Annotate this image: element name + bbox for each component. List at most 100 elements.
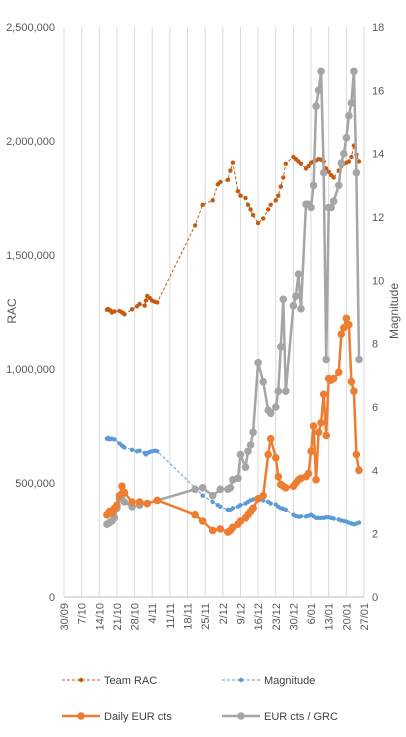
data-point-daily-eur-cts (113, 501, 121, 510)
data-point-eur-cts-grc (294, 270, 303, 278)
x-tick-label: 13/01 (324, 603, 336, 631)
data-point-magnitude (298, 514, 304, 519)
data-point-magnitude (283, 507, 288, 513)
data-point-daily-eur-cts (304, 469, 313, 478)
data-point-team-rac (235, 189, 241, 194)
legend-item-daily-eur-cts[interactable]: Daily EUR cts (62, 711, 172, 723)
data-point-daily-eur-cts (317, 419, 325, 427)
series-magnitude (104, 435, 362, 527)
data-point-daily-eur-cts (143, 499, 151, 508)
data-point-eur-cts-grc (335, 181, 343, 190)
data-point-daily-eur-cts (266, 434, 275, 443)
data-point-eur-cts-grc (345, 111, 353, 120)
data-point-eur-cts-grc (342, 134, 351, 142)
legend-item-magnitude[interactable]: Magnitude (222, 675, 315, 687)
y2-tick-label: 18 (372, 22, 384, 34)
data-point-eur-cts-grc (226, 484, 235, 492)
data-point-team-rac (273, 198, 278, 203)
data-point-daily-eur-cts (135, 498, 144, 506)
y2-tick-label: 2 (372, 529, 378, 541)
series-eur-cts-grc (103, 67, 363, 528)
data-point-eur-cts-grc (317, 67, 325, 76)
data-point-eur-cts-grc (259, 377, 268, 386)
data-point-eur-cts-grc (327, 203, 336, 212)
y-tick-label: 500,000 (15, 478, 55, 490)
data-point-team-rac (250, 212, 256, 218)
data-point-daily-eur-cts (208, 526, 217, 535)
data-point-daily-eur-cts (309, 422, 318, 430)
data-point-eur-cts-grc (355, 355, 363, 364)
y2-tick-label: 0 (372, 592, 378, 604)
x-tick-label: 30/12 (288, 603, 300, 631)
data-point-team-rac (192, 223, 198, 228)
data-point-team-rac (200, 202, 205, 207)
data-point-daily-eur-cts (312, 476, 320, 484)
legend-item-team-rac[interactable]: Team RAC (62, 675, 157, 687)
data-point-team-rac (143, 298, 149, 303)
series-layer (103, 67, 363, 536)
data-point-magnitude (331, 516, 336, 521)
x-tick-label: 27/01 (359, 603, 371, 631)
data-point-team-rac (112, 309, 117, 314)
y-axis-title: RAC (5, 298, 19, 324)
data-point-eur-cts-grc (312, 102, 320, 110)
x-tick-label: 7/10 (77, 603, 89, 624)
data-point-magnitude (210, 499, 215, 505)
y-tick-labels: 0 500,000 1,000,000 1,500,000 2,000,000 2,500… (6, 22, 55, 604)
data-point-daily-eur-cts (118, 482, 126, 491)
data-point-daily-eur-cts (153, 496, 162, 505)
data-point-team-rac (210, 198, 215, 203)
data-point-eur-cts-grc (297, 305, 305, 313)
data-point-team-rac (331, 175, 336, 180)
data-point-magnitude (218, 504, 223, 509)
data-point-team-rac (238, 193, 243, 198)
data-point-magnitude (356, 520, 362, 525)
data-point-team-rac (129, 307, 135, 312)
data-point-daily-eur-cts (264, 450, 273, 459)
data-point-team-rac (228, 168, 233, 173)
data-point-team-rac (255, 220, 261, 226)
data-point-eur-cts-grc (208, 491, 217, 500)
series-daily-eur-cts (103, 314, 363, 536)
series-team-rac (104, 143, 362, 317)
legend-label-team-rac: Team RAC (104, 675, 157, 687)
x-tick-label: 16/12 (253, 603, 265, 631)
data-point-eur-cts-grc (277, 343, 285, 351)
data-point-eur-cts-grc (272, 403, 280, 411)
data-point-team-rac (225, 177, 231, 182)
data-point-eur-cts-grc (289, 301, 298, 310)
x-tick-label: 2/12 (218, 603, 230, 624)
data-point-daily-eur-cts (322, 431, 331, 440)
data-point-daily-eur-cts (274, 472, 283, 481)
x-tick-label: 9/12 (235, 603, 247, 624)
data-point-eur-cts-grc (244, 447, 252, 456)
x-tick-label: 23/12 (271, 603, 283, 631)
y2-tick-label: 8 (372, 339, 378, 351)
data-point-eur-cts-grc (246, 441, 255, 449)
data-point-team-rac (218, 179, 223, 185)
data-point-daily-eur-cts (282, 484, 290, 492)
data-point-team-rac (278, 184, 283, 189)
data-point-team-rac (268, 202, 273, 207)
data-point-daily-eur-cts (319, 390, 328, 399)
y-tick-label: 2,000,000 (6, 136, 55, 148)
y2-tick-label: 12 (372, 212, 384, 224)
data-point-eur-cts-grc (120, 498, 129, 506)
data-point-eur-cts-grc (241, 463, 250, 472)
data-point-team-rac (137, 301, 142, 307)
data-point-daily-eur-cts (329, 374, 338, 383)
data-point-eur-cts-grc (347, 99, 356, 107)
x-tick-label: 28/10 (130, 603, 142, 631)
y-tick-label: 2,500,000 (6, 22, 55, 34)
data-point-magnitude (230, 506, 236, 511)
data-point-magnitude (268, 501, 273, 506)
data-point-team-rac (306, 163, 311, 169)
data-point-daily-eur-cts (355, 466, 363, 475)
y2-axis-title: Magnitude (387, 283, 401, 339)
y2-tick-label: 10 (372, 275, 384, 287)
legend-item-eur-cts-grc[interactable]: EUR cts / GRC (222, 711, 338, 723)
data-point-eur-cts-grc (282, 387, 290, 396)
data-point-eur-cts-grc (340, 149, 348, 158)
x-tick-label: 4/11 (147, 603, 159, 624)
data-point-daily-eur-cts (272, 453, 280, 462)
